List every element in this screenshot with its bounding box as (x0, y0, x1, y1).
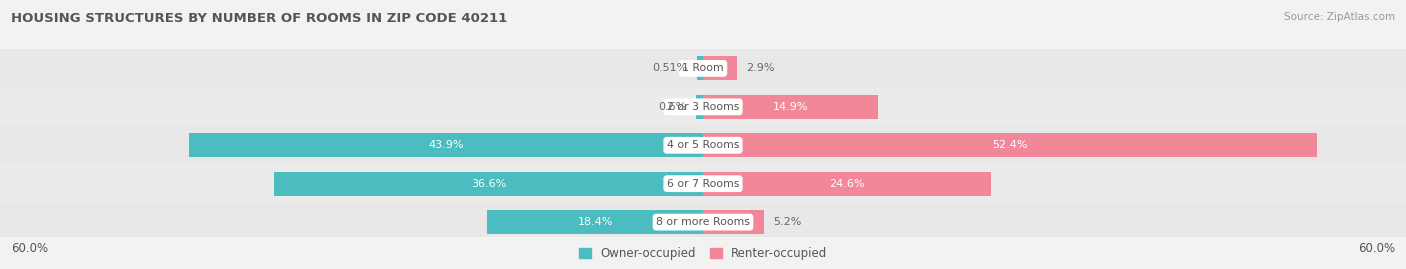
Bar (703, 210, 763, 234)
Text: 36.6%: 36.6% (471, 179, 506, 189)
Text: Source: ZipAtlas.com: Source: ZipAtlas.com (1284, 12, 1395, 22)
Text: 0.6%: 0.6% (658, 102, 686, 112)
Text: 2 or 3 Rooms: 2 or 3 Rooms (666, 102, 740, 112)
Bar (0, 126, 1406, 164)
Bar (703, 56, 737, 80)
Text: 60.0%: 60.0% (1358, 242, 1395, 254)
Text: HOUSING STRUCTURES BY NUMBER OF ROOMS IN ZIP CODE 40211: HOUSING STRUCTURES BY NUMBER OF ROOMS IN… (11, 12, 508, 25)
Bar (274, 172, 703, 196)
Text: 60.0%: 60.0% (11, 242, 48, 254)
Text: 1 Room: 1 Room (682, 63, 724, 73)
Text: 8 or more Rooms: 8 or more Rooms (657, 217, 749, 227)
Bar (697, 56, 703, 80)
Text: 52.4%: 52.4% (993, 140, 1028, 150)
Bar (0, 88, 1406, 126)
Legend: Owner-occupied, Renter-occupied: Owner-occupied, Renter-occupied (579, 247, 827, 260)
Text: 24.6%: 24.6% (830, 179, 865, 189)
Text: 0.51%: 0.51% (652, 63, 688, 73)
Text: 6 or 7 Rooms: 6 or 7 Rooms (666, 179, 740, 189)
Bar (0, 164, 1406, 203)
Bar (696, 95, 703, 119)
Bar (703, 172, 991, 196)
Bar (703, 95, 877, 119)
Bar (0, 49, 1406, 88)
Bar (0, 203, 1406, 241)
Bar (488, 210, 703, 234)
Text: 14.9%: 14.9% (772, 102, 808, 112)
Bar (703, 133, 1317, 157)
Bar (188, 133, 703, 157)
Text: 43.9%: 43.9% (427, 140, 464, 150)
Text: 5.2%: 5.2% (773, 217, 801, 227)
Text: 18.4%: 18.4% (578, 217, 613, 227)
Text: 2.9%: 2.9% (747, 63, 775, 73)
Text: 4 or 5 Rooms: 4 or 5 Rooms (666, 140, 740, 150)
